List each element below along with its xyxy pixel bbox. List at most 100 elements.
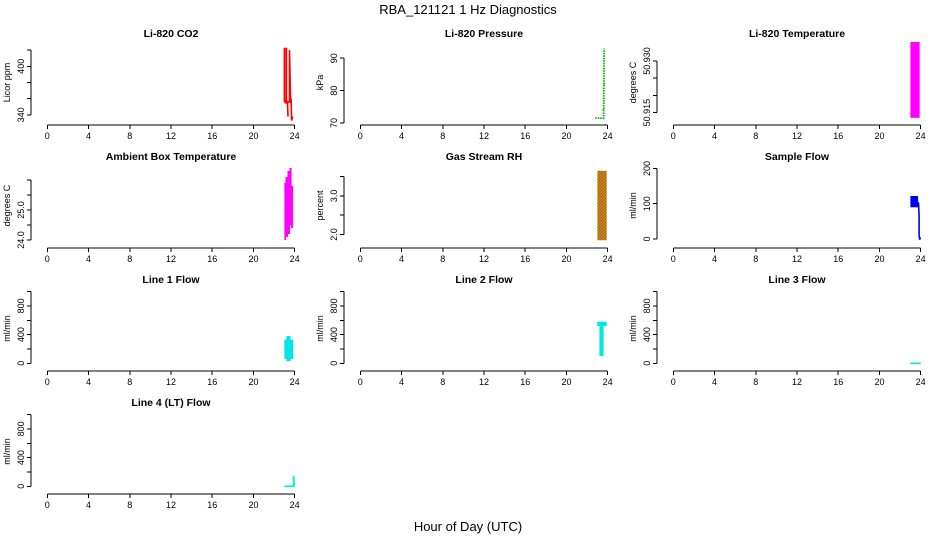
x-tick-label: 8 [127,377,132,387]
panel-3: Li-820 Temperature 0 4 8 12 16 20 24 50.915 50.93… [628,28,926,141]
x-tick-label: 20 [874,377,884,387]
x-tick-label: 4 [399,254,404,264]
x-tick-label: 0 [45,377,50,387]
x-tick-label: 8 [440,254,445,264]
data-band [284,183,286,240]
y-axis-label: ml/min [2,438,12,465]
x-tick-label: 4 [86,377,91,387]
y-tick-label: 340 [16,107,26,122]
panel-title: Line 4 (LT) Flow [131,397,211,409]
data-line [284,476,295,488]
data-band [910,195,919,208]
x-tick-label: 0 [671,131,676,141]
panel-10: Line 4 (LT) Flow 0 4 8 12 16 20 24 0 400 800 ml/min [2,397,300,510]
data-band [289,168,292,225]
x-tick-label: 12 [479,377,489,387]
x-tick-label: 8 [440,131,445,141]
y-tick-label: 400 [16,450,26,465]
y-axis-label: ml/min [628,315,638,342]
y-tick-label: 0 [329,361,339,366]
data-band [287,171,291,234]
x-tick-label: 8 [127,254,132,264]
x-tick-label: 24 [916,254,926,264]
x-tick-label: 8 [753,254,758,264]
y-tick-label: 100 [642,196,652,211]
figure-title: RBA_121121 1 Hz Diagnostics [379,2,557,17]
panel-title: Sample Flow [765,151,830,163]
x-tick-label: 8 [753,377,758,387]
x-tick-label: 20 [248,254,258,264]
y-tick-label: 800 [329,298,339,313]
x-tick-label: 0 [358,131,363,141]
x-tick-label: 24 [290,500,300,510]
y-axis-label: ml/min [315,315,325,342]
x-tick-label: 20 [248,500,258,510]
x-tick-label: 8 [753,131,758,141]
data-band [599,323,604,357]
data-line [595,48,606,119]
y-tick-label: 200 [642,161,652,176]
x-tick-label: 12 [166,377,176,387]
x-tick-label: 20 [561,131,571,141]
x-tick-label: 8 [440,377,445,387]
y-tick-label: 400 [329,327,339,342]
x-tick-label: 12 [166,131,176,141]
x-tick-label: 20 [248,131,258,141]
panel-title: Li-820 Pressure [445,28,523,40]
panel-8: Line 2 Flow 0 4 8 12 16 20 24 0 400 800 ml/min [315,274,613,387]
panel-title: Line 1 Flow [142,274,200,286]
x-tick-label: 16 [833,377,843,387]
x-tick-label: 12 [792,254,802,264]
x-tick-label: 12 [792,377,802,387]
x-tick-label: 0 [358,254,363,264]
y-axis-label: Licor ppm [2,63,12,103]
y-tick-label: 0 [16,484,26,489]
x-tick-label: 4 [86,254,91,264]
y-tick-label: 80 [329,86,339,96]
y-tick-label: 0 [642,236,652,241]
y-tick-label: 3.0 [329,190,339,203]
figure-x-axis-label: Hour of Day (UTC) [414,519,522,534]
panel-2: Li-820 Pressure 0 4 8 12 16 20 24 70 80 90 kPa [315,28,613,141]
panel-title: Li-820 CO2 [144,28,199,40]
y-tick-label: 400 [16,327,26,342]
data-line [287,50,292,103]
y-tick-label: 2.0 [329,228,339,241]
x-tick-label: 4 [399,131,404,141]
x-tick-label: 12 [479,131,489,141]
y-tick-label: 70 [329,118,339,128]
panel-7: Line 1 Flow 0 4 8 12 16 20 24 0 400 800 ml/min [2,274,300,387]
y-tick-label: 0 [642,361,652,366]
x-tick-label: 20 [874,254,884,264]
x-tick-label: 16 [207,254,217,264]
panel-4: Ambient Box Temperature 0 4 8 12 16 20 24 24.0 25… [2,151,300,264]
x-tick-label: 4 [86,131,91,141]
panel-title: Line 2 Flow [455,274,513,286]
x-tick-label: 4 [712,377,717,387]
x-tick-label: 0 [45,254,50,264]
x-tick-label: 4 [712,254,717,264]
x-tick-label: 0 [358,377,363,387]
x-tick-label: 0 [45,500,50,510]
y-tick-label: 800 [642,298,652,313]
x-tick-label: 20 [874,131,884,141]
y-axis-label: degrees C [628,61,638,103]
y-tick-label: 25.0 [16,201,26,219]
x-tick-label: 24 [290,254,300,264]
panel-title: Ambient Box Temperature [106,151,237,163]
y-tick-label: 0 [16,361,26,366]
data-band [597,170,607,241]
panel-6: Sample Flow 0 4 8 12 16 20 24 0 100 200 ml/min [628,151,926,264]
x-tick-label: 0 [671,377,676,387]
x-tick-label: 24 [290,131,300,141]
panel-title: Li-820 Temperature [749,28,845,40]
panel-title: Gas Stream RH [446,151,522,163]
data-band [910,42,920,118]
data-band [285,177,288,237]
x-tick-label: 16 [520,377,530,387]
x-tick-label: 24 [603,254,613,264]
y-tick-label: 800 [16,298,26,313]
y-tick-label: 400 [642,327,652,342]
